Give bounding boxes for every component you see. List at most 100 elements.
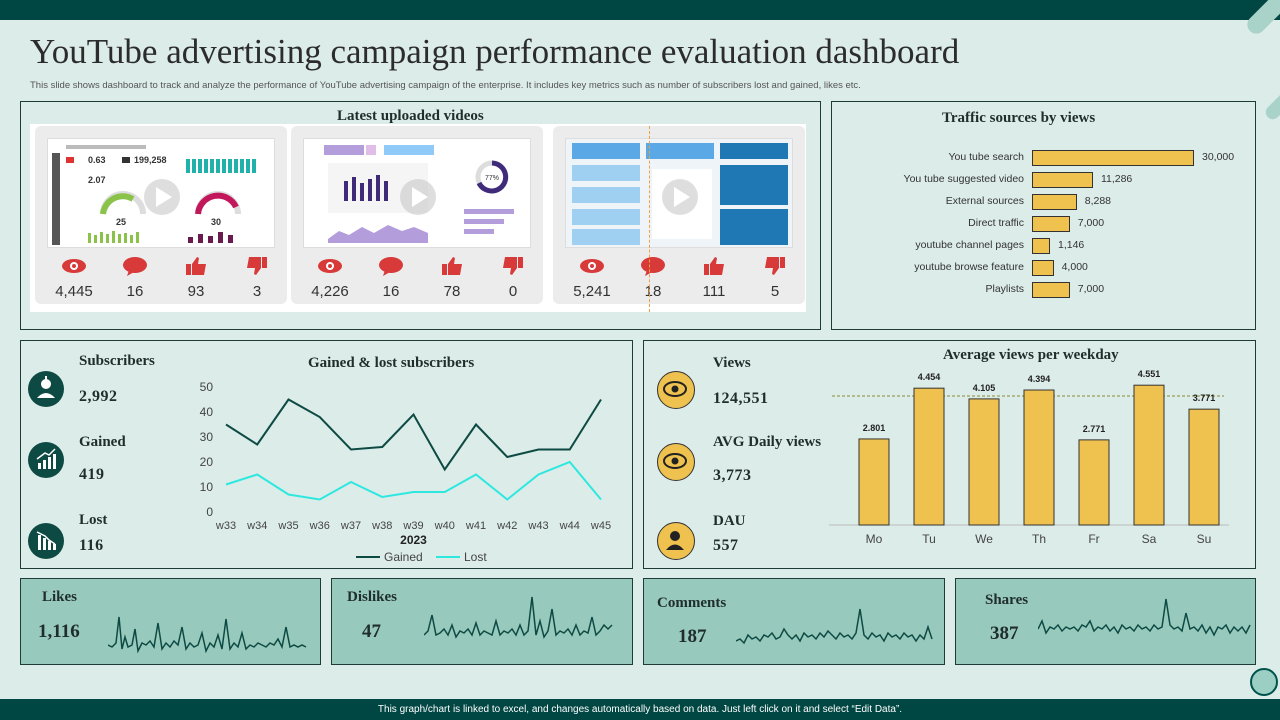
gained-value: 419 xyxy=(79,466,105,483)
video-card[interactable]: 5,241 18 111 5 xyxy=(553,126,805,304)
weekday-bar xyxy=(1078,439,1110,526)
eye-icon xyxy=(657,371,695,409)
lost-label: Lost xyxy=(79,512,108,528)
thumb-kpi: 199,258 xyxy=(134,155,167,165)
comments-count: 16 xyxy=(382,283,400,300)
video-card[interactable]: 0.63 199,258 2.07 25 30 xyxy=(35,126,287,304)
traffic-sources-panel: Traffic sources by views You tube search… xyxy=(831,101,1256,330)
x-axis-label: 2023 xyxy=(400,533,427,547)
eye-icon xyxy=(657,443,695,481)
shares-value: 387 xyxy=(990,623,1019,644)
traffic-bar-row: youtube channel pages 1,146 xyxy=(832,238,1252,254)
shares-label: Shares xyxy=(985,592,1029,608)
y-tick-label: 20 xyxy=(200,455,214,469)
x-tick-label: w40 xyxy=(434,520,455,532)
x-tick-label: w43 xyxy=(527,520,548,532)
x-tick-label: Tu xyxy=(922,532,936,546)
weekday-bar xyxy=(913,387,945,526)
weekday-bar xyxy=(1023,389,1055,526)
legend-label: Gained xyxy=(384,550,423,564)
x-tick-label: w38 xyxy=(371,520,392,532)
thumb-kpi: 0.63 xyxy=(88,155,106,165)
weekday-bar xyxy=(968,398,1000,526)
lost-value: 116 xyxy=(79,537,104,554)
x-tick-label: w39 xyxy=(402,520,423,532)
traffic-bar-value: 30,000 xyxy=(1202,151,1235,163)
traffic-bar-label: External sources xyxy=(945,195,1024,207)
video-stats: 5,241 18 111 5 xyxy=(553,256,805,300)
series-line-gained xyxy=(225,398,602,472)
traffic-bar-label: youtube browse feature xyxy=(914,261,1024,273)
x-tick-label: We xyxy=(975,532,993,546)
bar-data-label: 2.801 xyxy=(863,423,886,433)
growth-chart-icon xyxy=(28,442,64,478)
page-subtitle: This slide shows dashboard to track and … xyxy=(30,80,861,91)
traffic-bar-value: 7,000 xyxy=(1077,217,1105,229)
comment-icon xyxy=(641,257,665,276)
video-thumbnail[interactable] xyxy=(565,138,793,248)
bar-data-label: 4.551 xyxy=(1138,369,1161,379)
comment-icon xyxy=(379,257,403,276)
x-tick-label: w41 xyxy=(465,520,486,532)
traffic-bar xyxy=(1032,216,1070,232)
gained-lost-title: Gained & lost subscribers xyxy=(308,355,475,371)
bar-data-label: 2.771 xyxy=(1083,424,1106,434)
x-tick-label: w35 xyxy=(277,520,298,532)
video-thumbnail[interactable]: 0.63 199,258 2.07 25 30 xyxy=(47,138,275,248)
dau-label: DAU xyxy=(713,513,746,529)
gained-lost-line-chart: 0 10 20 30 40 50 w33 w34 w35 w36 w37 w38 w39 w40 w41 w4… xyxy=(200,380,611,564)
dislikes-stat: 5 xyxy=(745,256,805,300)
avg-daily-views-value: 3,773 xyxy=(713,467,752,484)
thumb-donut: 77% xyxy=(485,175,499,182)
likes-count: 78 xyxy=(443,283,461,300)
y-tick-label: 30 xyxy=(200,430,214,444)
video-thumbnail[interactable]: 77% xyxy=(303,138,531,248)
x-tick-label: Su xyxy=(1197,532,1212,546)
traffic-bar-label: Direct traffic xyxy=(968,217,1024,229)
traffic-bar-row: You tube search 30,000 xyxy=(832,150,1252,166)
likes-stat: 78 xyxy=(422,256,482,300)
avg-views-title: Average views per weekday xyxy=(943,347,1119,363)
y-tick-label: 40 xyxy=(200,405,214,419)
views-count: 4,226 xyxy=(311,283,349,300)
video-card[interactable]: 77% 4,226 16 78 xyxy=(291,126,543,304)
weekday-bar xyxy=(858,438,890,526)
weekday-bar xyxy=(1188,408,1220,526)
likes-count: 93 xyxy=(187,283,205,300)
eye-icon xyxy=(580,259,604,273)
traffic-bar xyxy=(1032,150,1194,166)
comments-count: 16 xyxy=(126,283,144,300)
traffic-bar-value: 11,286 xyxy=(1100,173,1133,185)
x-tick-label: w36 xyxy=(309,520,330,532)
views-stat: 4,445 xyxy=(44,256,104,300)
avg-daily-views-label: AVG Daily views xyxy=(713,434,822,450)
traffic-bar-row: Playlists 7,000 xyxy=(832,282,1252,298)
traffic-bar xyxy=(1032,194,1077,210)
traffic-bar-row: You tube suggested video 11,286 xyxy=(832,172,1252,188)
latest-videos-title: Latest uploaded videos xyxy=(337,108,484,124)
views-count: 5,241 xyxy=(573,283,611,300)
traffic-bar-value: 1,146 xyxy=(1058,239,1085,251)
weekday-bar xyxy=(1133,384,1165,526)
thumbs-up-icon xyxy=(186,257,206,275)
thumbnail-dashboard: 77% xyxy=(324,145,514,243)
comments-stat: 16 xyxy=(361,256,421,300)
subscribers-value: 2,992 xyxy=(79,388,118,405)
subscriber-icon xyxy=(28,371,64,407)
bar-data-label: 4.105 xyxy=(973,383,996,393)
views-stat: 5,241 xyxy=(562,256,622,300)
dislikes-card: Dislikes 47 xyxy=(331,578,633,665)
traffic-bar-value: 4,000 xyxy=(1061,261,1088,273)
thumbs-up-icon xyxy=(442,257,462,275)
thumb-gauge: 30 xyxy=(211,217,221,227)
x-tick-label: w34 xyxy=(246,520,267,532)
thumbs-down-icon xyxy=(503,257,523,275)
shares-sparkline xyxy=(1038,598,1251,637)
x-tick-label: Fr xyxy=(1088,532,1099,546)
views-panel: Views 124,551 AVG Daily views 3,773 DAU … xyxy=(643,340,1256,569)
decor-pill xyxy=(1262,83,1280,123)
x-tick-label: Mo xyxy=(866,532,883,546)
likes-sparkline xyxy=(108,616,307,654)
traffic-bar xyxy=(1032,260,1054,276)
user-icon xyxy=(657,522,695,560)
